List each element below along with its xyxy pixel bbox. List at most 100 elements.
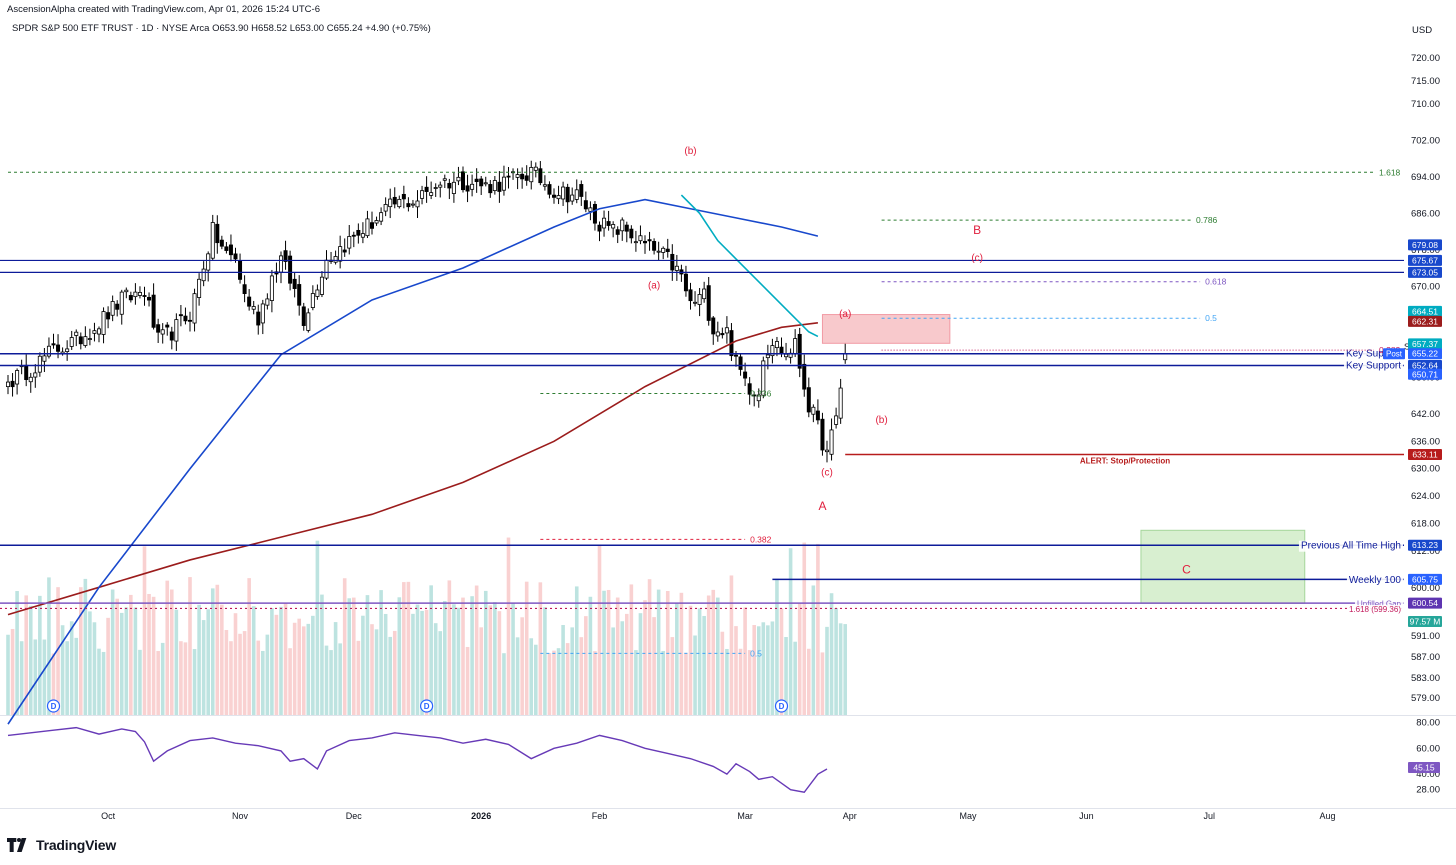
post-tag-box xyxy=(1383,348,1405,360)
candle-body xyxy=(210,222,215,259)
price-tick: 583.00 xyxy=(1411,673,1440,684)
candle-body xyxy=(433,187,438,189)
candle-body xyxy=(283,250,288,262)
time-tick: Apr xyxy=(843,811,857,821)
price-label-box xyxy=(1408,539,1442,551)
volume-bar xyxy=(474,585,479,715)
candle-body xyxy=(310,293,315,308)
volume-bar xyxy=(570,627,574,715)
rsi-label-box xyxy=(1408,761,1440,773)
level-label: 1.618 (599.36) xyxy=(1349,605,1401,614)
candle-body xyxy=(447,182,452,189)
candle-body xyxy=(115,303,120,310)
time-tick: Feb xyxy=(592,811,608,821)
candle-body xyxy=(638,235,643,242)
volume-bar xyxy=(574,586,579,715)
volume-bar xyxy=(383,613,388,715)
price-axis: 720.00715.00710.00702.00694.00686.00678.… xyxy=(1383,53,1442,796)
candle-body xyxy=(319,276,324,295)
volume-bar xyxy=(825,626,829,715)
volume-bar xyxy=(515,637,520,715)
candle-body xyxy=(360,233,365,238)
volume-bar xyxy=(524,581,529,715)
candle-body xyxy=(278,255,283,273)
candle-body xyxy=(752,394,757,397)
candle-body xyxy=(87,338,92,340)
candle-body xyxy=(74,331,79,336)
volume-bar xyxy=(151,596,156,715)
time-tick: 2026 xyxy=(471,811,491,821)
dividend-label: D xyxy=(779,702,785,711)
time-tick: May xyxy=(960,811,978,821)
symbol-legend[interactable]: SPDR S&P 500 ETF TRUST · 1D · NYSE Arca … xyxy=(12,23,431,34)
candle-body xyxy=(611,224,616,229)
volume-bar xyxy=(697,608,702,715)
volume-bar xyxy=(174,609,179,715)
price-label-box xyxy=(1408,266,1442,278)
volume-bar xyxy=(56,587,60,715)
volume-bar xyxy=(142,546,147,715)
price-label-box xyxy=(1408,305,1442,317)
candle-body xyxy=(674,265,679,271)
volume-bar xyxy=(725,648,729,715)
volume-bar xyxy=(33,639,38,715)
tradingview-brand[interactable]: TradingView xyxy=(7,837,116,853)
volume-bar xyxy=(438,631,443,715)
volume-bar xyxy=(561,625,565,715)
candle-body xyxy=(597,224,602,232)
candle-body xyxy=(306,312,311,331)
volume-bar xyxy=(347,598,352,715)
candle-body xyxy=(583,200,588,210)
volume-bar xyxy=(301,626,306,715)
price-label-box xyxy=(1408,616,1442,628)
candle-body xyxy=(165,324,170,328)
volume-bar xyxy=(270,607,274,715)
volume-bar xyxy=(706,595,711,715)
wave-label: (c) xyxy=(821,468,833,479)
volume-bar xyxy=(415,604,420,715)
candle-body xyxy=(69,337,74,347)
candle-body xyxy=(247,296,252,307)
volume-bar xyxy=(242,631,247,715)
volume-bar xyxy=(661,650,665,715)
volume-bar xyxy=(88,611,92,715)
candle-body xyxy=(356,229,361,236)
volume-bar xyxy=(392,630,397,715)
volume-bar xyxy=(192,649,197,715)
volume-bar xyxy=(547,653,552,715)
price-label-box xyxy=(1408,239,1442,251)
candle-body xyxy=(520,173,525,180)
fib-level-label: 0.382 xyxy=(750,534,772,544)
volume-bar xyxy=(802,542,807,715)
volume-group xyxy=(6,537,847,715)
volume-bar xyxy=(638,613,643,715)
level-label: ALERT: Stop/Protection xyxy=(1080,457,1170,466)
candle-body xyxy=(397,198,402,208)
candle-body xyxy=(756,394,761,402)
candle-body xyxy=(529,167,534,183)
volume-bar xyxy=(306,623,311,715)
moving-average-line xyxy=(7,321,818,616)
candle-body xyxy=(552,194,557,198)
candle-body xyxy=(615,229,620,235)
level-label-bg xyxy=(1346,574,1404,586)
wave-label: C xyxy=(1182,563,1191,577)
level-label-bg xyxy=(1354,599,1404,609)
volume-bar xyxy=(83,578,88,715)
tradingview-logo-icon xyxy=(7,838,27,852)
volume-bar xyxy=(429,585,433,715)
candle-body xyxy=(451,181,456,194)
price-label-text: 655.22 xyxy=(1412,349,1438,359)
volume-bar xyxy=(292,622,297,715)
volume-bar xyxy=(443,601,447,715)
volume-bar xyxy=(370,624,374,715)
candle-body xyxy=(838,387,843,419)
candle-body xyxy=(656,250,661,253)
price-tick: 686.00 xyxy=(1411,208,1440,219)
candle-body xyxy=(624,224,629,232)
volume-bar xyxy=(352,597,356,715)
candle-body xyxy=(438,184,443,188)
currency-label[interactable]: USD xyxy=(1412,25,1433,36)
candle-body xyxy=(506,175,511,178)
